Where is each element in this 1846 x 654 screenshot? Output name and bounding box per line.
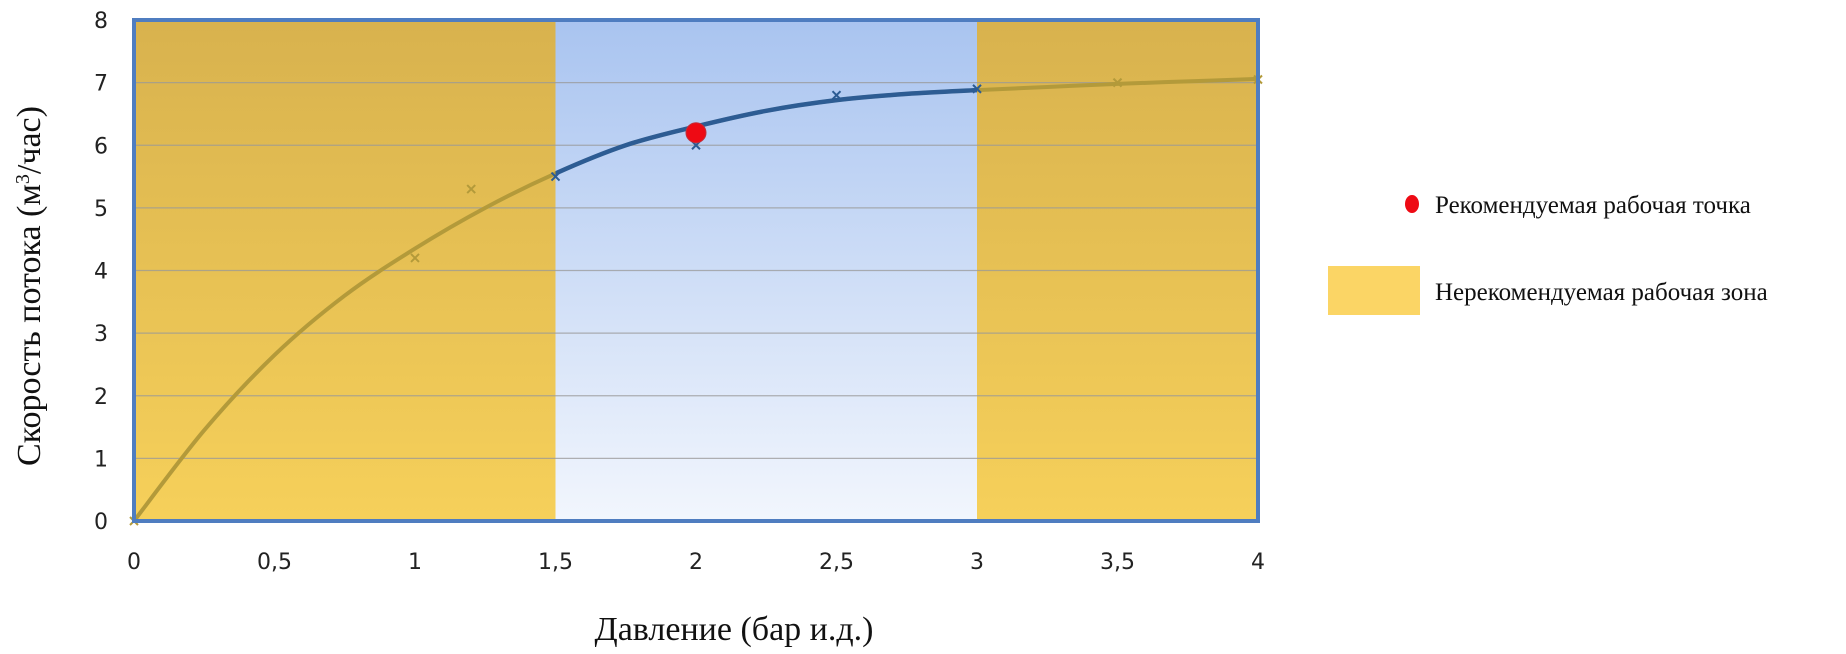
recommended-point-marker — [685, 122, 707, 144]
x-tick-label: 1 — [408, 550, 422, 575]
flow-curve — [134, 76, 1258, 521]
legend-label-not-recommended-zone: Нерекомендуемая рабочая зона — [1435, 279, 1768, 306]
y-axis-title: Скорость потока (м3/час) — [11, 106, 48, 466]
y-axis-ticks: 0 1 2 3 4 5 6 7 8 — [94, 9, 108, 535]
x-tick-label: 4 — [1251, 550, 1265, 575]
legend: Рекомендуемая рабочая точка Нерекомендуе… — [1328, 192, 1768, 315]
y-tick-label: 8 — [94, 9, 108, 34]
y-axis-title-end: /час) — [11, 106, 48, 174]
x-tick-label: 0,5 — [257, 550, 292, 575]
x-tick-label: 1,5 — [538, 550, 573, 575]
legend-point-icon — [1405, 195, 1419, 213]
legend-zone-swatch — [1328, 266, 1420, 315]
y-axis-title-main: Скорость потока (м — [11, 184, 48, 466]
y-tick-label: 5 — [94, 197, 108, 222]
x-axis-ticks: 0 0,5 1 1,5 2 2,5 3 3,5 4 — [127, 550, 1265, 575]
data-marker — [410, 253, 420, 263]
recommended-point — [685, 122, 707, 144]
x-tick-label: 3 — [970, 550, 984, 575]
data-marker — [972, 84, 982, 94]
y-tick-label: 7 — [94, 72, 108, 97]
y-axis-title-superscript: 3 — [12, 174, 34, 184]
data-marker — [550, 171, 561, 182]
data-marker — [1112, 77, 1123, 88]
gridlines — [134, 81, 1258, 460]
y-tick-label: 2 — [94, 385, 108, 410]
y-tick-label: 4 — [94, 260, 108, 285]
x-axis-title: Давление (бар и.д.) — [595, 611, 874, 648]
x-tick-label: 0 — [127, 550, 141, 575]
data-marker — [466, 184, 476, 194]
x-tick-label: 3,5 — [1100, 550, 1135, 575]
y-tick-label: 3 — [94, 322, 108, 347]
legend-label-recommended-point: Рекомендуемая рабочая точка — [1435, 192, 1751, 219]
x-tick-label: 2,5 — [819, 550, 854, 575]
plot-frame — [132, 18, 1260, 523]
curve-line-recommended — [555, 87, 977, 176]
x-tick-label: 2 — [689, 550, 703, 575]
y-tick-label: 6 — [94, 134, 108, 159]
data-markers — [129, 74, 1263, 526]
y-tick-label: 1 — [94, 447, 108, 472]
data-marker — [831, 90, 842, 100]
y-tick-label: 0 — [94, 510, 108, 535]
